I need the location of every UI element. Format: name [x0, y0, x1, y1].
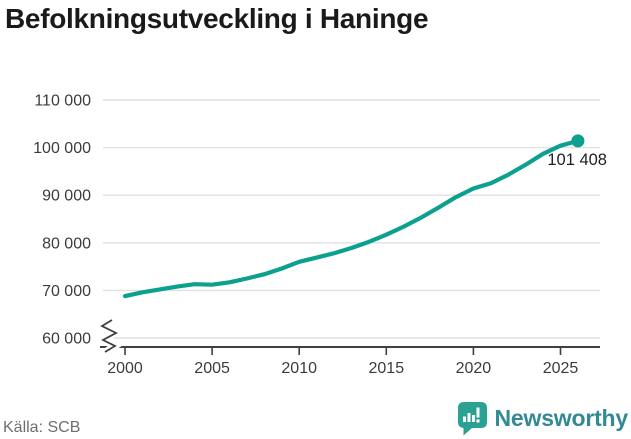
- x-axis-label-2015: 2015: [369, 360, 405, 377]
- population-line: [122, 138, 581, 299]
- y-axis-label-80000: 80 000: [42, 235, 91, 252]
- x-axis-label-2025: 2025: [543, 360, 579, 377]
- x-axis-label-2005: 2005: [194, 360, 230, 377]
- page-title: Befolkningsutveckling i Haninge: [5, 3, 429, 34]
- newsworthy-logo[interactable]: Newsworthy: [457, 401, 628, 436]
- y-axis-label-90000: 90 000: [42, 188, 91, 205]
- axis-break-icon: [100, 319, 118, 353]
- y-axis-label-110000: 110 000: [34, 93, 91, 110]
- latest-value-label: 101 408: [547, 151, 607, 169]
- x-axis-label-2010: 2010: [281, 360, 317, 377]
- y-axis-label-100000: 100 000: [33, 140, 91, 157]
- source-note: Källa: SCB: [3, 419, 81, 436]
- newsworthy-logo-text: Newsworthy: [494, 405, 629, 431]
- x-axis-label-2000: 2000: [107, 360, 143, 377]
- latest-point-dot: [571, 134, 585, 148]
- newsworthy-logo-icon: [457, 402, 487, 436]
- x-axis-label-2020: 2020: [456, 360, 492, 377]
- logo-bar-chart-glyph: [462, 407, 480, 423]
- y-axis-label-70000: 70 000: [42, 283, 91, 300]
- y-axis-label-60000: 60 000: [42, 331, 91, 348]
